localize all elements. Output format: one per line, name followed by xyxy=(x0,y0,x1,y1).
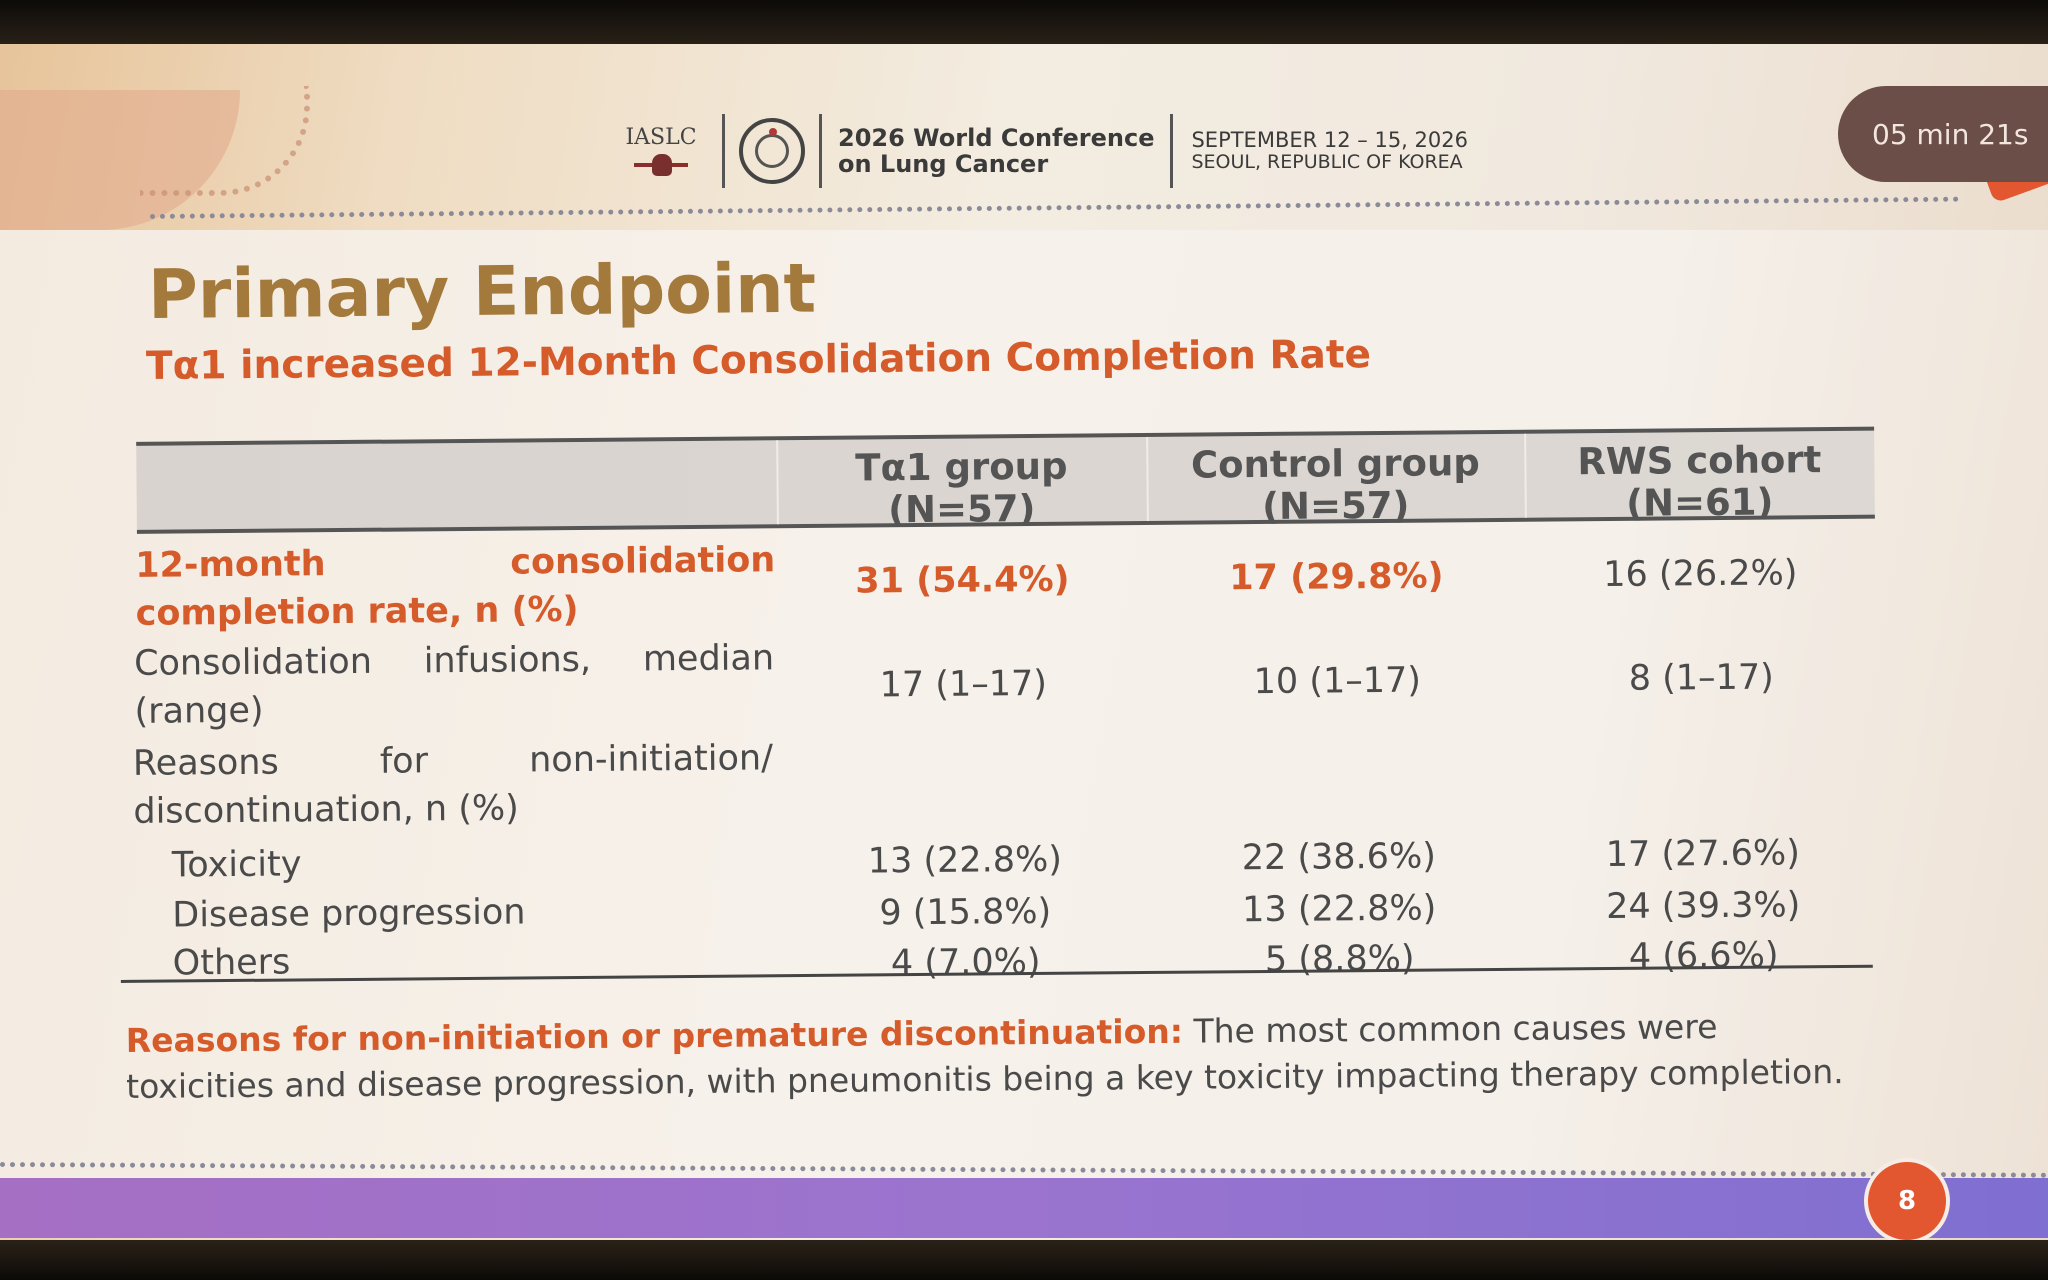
cell-others-control: 5 (8.8%) xyxy=(1264,938,1415,980)
conference-dates-line1: SEPTEMBER 12 – 15, 2026 xyxy=(1191,128,1468,152)
results-table: Tα1 group (N=57) Control group (N=57) RW… xyxy=(116,409,1881,1004)
cell-toxicity-ta1: 13 (22.8%) xyxy=(867,839,1063,882)
cell-infusions-ta1: 17 (1–17) xyxy=(879,663,1048,706)
row-label-part: infusions, xyxy=(423,639,592,682)
row-label-part: (range) xyxy=(134,690,264,732)
column-header-n: (N=57) xyxy=(1261,483,1410,529)
cell-completion-ta1: 31 (54.4%) xyxy=(855,559,1070,602)
row-label-part: median xyxy=(642,638,775,680)
column-header-n: (N=57) xyxy=(887,486,1036,532)
conference-name-line1: 2026 World Conference xyxy=(838,124,1155,152)
iaslc-logo: IASLC xyxy=(616,125,706,178)
row-label-part: non-initiation/ xyxy=(528,738,774,781)
header-divider xyxy=(819,114,822,188)
conference-dates: SEPTEMBER 12 – 15, 2026 SEOUL, REPUBLIC … xyxy=(1191,129,1468,173)
conference-header: IASLC 2026 World Conference on Lung Canc… xyxy=(616,96,1468,206)
countdown-timer: 05 min 21s xyxy=(1838,86,2048,182)
room-dark-top xyxy=(0,0,2048,48)
row-label-part: completion rate, n (%) xyxy=(135,589,579,634)
timer-text: 05 min 21s xyxy=(1872,117,2029,151)
conference-name-line2: on Lung Cancer xyxy=(838,150,1049,178)
lung-icon xyxy=(634,152,688,178)
cell-progression-control: 13 (22.8%) xyxy=(1242,888,1437,931)
row-label-part: Reasons xyxy=(132,742,279,784)
column-header-name: Control group xyxy=(1190,441,1480,487)
column-header-name: Tα1 group xyxy=(855,444,1068,490)
column-header-n: (N=61) xyxy=(1625,480,1774,525)
cell-completion-control: 17 (29.8%) xyxy=(1229,556,1444,599)
cell-infusions-control: 10 (1–17) xyxy=(1253,660,1422,703)
column-header-rws: RWS cohort (N=61) xyxy=(1524,438,1875,526)
slide-title: Primary Endpoint xyxy=(147,249,817,335)
page-number: 8 xyxy=(1897,1186,1917,1216)
row-label-part: 12-month xyxy=(135,544,326,586)
cell-progression-rws: 24 (39.3%) xyxy=(1606,885,1801,928)
footer-band xyxy=(0,1178,2048,1238)
footnote: Reasons for non-initiation or premature … xyxy=(126,1003,1847,1110)
row-label-toxicity: Toxicity xyxy=(171,844,302,886)
cell-progression-ta1: 9 (15.8%) xyxy=(879,891,1052,934)
row-label-part: discontinuation, n (%) xyxy=(133,788,519,832)
cell-others-rws: 4 (6.6%) xyxy=(1628,935,1779,977)
row-label-part: Consolidation xyxy=(133,641,373,684)
row-label-reasons: Reasons for non-initiation/ discontinuatio… xyxy=(133,734,774,836)
cell-others-ta1: 4 (7.0%) xyxy=(890,941,1041,984)
footnote-lead: Reasons for non-initiation or premature … xyxy=(125,1011,1184,1061)
cell-infusions-rws: 8 (1–17) xyxy=(1628,657,1774,699)
row-label-part: for xyxy=(379,741,429,782)
conference-name: 2026 World Conference on Lung Cancer xyxy=(838,125,1154,177)
room-dark-bottom xyxy=(0,1240,2048,1280)
cell-toxicity-rws: 17 (27.6%) xyxy=(1605,833,1801,876)
table-header: Tα1 group (N=57) Control group (N=57) RW… xyxy=(136,426,1875,534)
iaslc-logo-text: IASLC xyxy=(625,124,697,150)
row-label-disease-progression: Disease progression xyxy=(172,892,526,936)
cell-completion-rws: 16 (26.2%) xyxy=(1603,553,1798,596)
page-number-badge: 8 xyxy=(1864,1158,1950,1244)
column-header-control: Control group (N=57) xyxy=(1146,441,1525,529)
column-header-name: RWS cohort xyxy=(1577,438,1822,484)
cell-toxicity-control: 22 (38.6%) xyxy=(1241,836,1437,879)
row-label-completion-rate: 12-month consolidation completion rate, n… xyxy=(135,536,776,638)
projected-slide xyxy=(0,44,2048,1244)
row-label-infusions: Consolidation infusions, median (range) xyxy=(134,634,775,736)
row-label-part: consolidation xyxy=(510,540,776,583)
header-divider xyxy=(722,114,725,188)
slide-body xyxy=(0,230,2048,1220)
conference-seal-icon xyxy=(739,118,805,184)
conference-location: SEOUL, REPUBLIC OF KOREA xyxy=(1191,151,1463,173)
header-divider xyxy=(1170,114,1174,188)
column-header-ta1: Tα1 group (N=57) xyxy=(776,445,1147,532)
